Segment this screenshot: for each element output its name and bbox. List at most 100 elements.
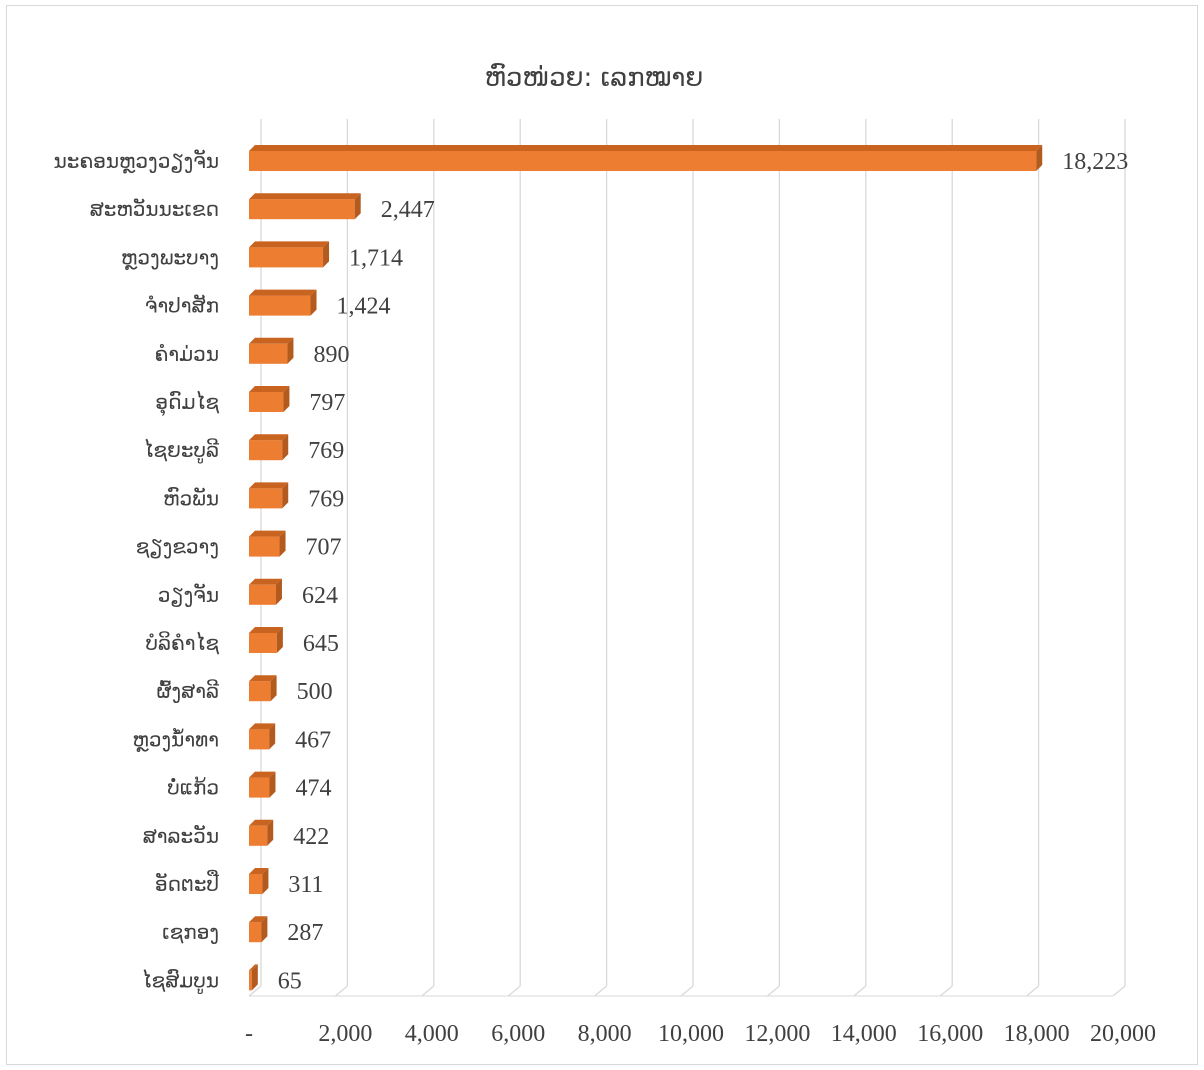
bar (249, 627, 283, 653)
value-label: 287 (287, 920, 323, 946)
x-tick-label: 20,000 (1090, 1021, 1156, 1047)
bar-top (249, 723, 276, 730)
bar-top (249, 482, 289, 489)
bar-top (249, 675, 277, 682)
category-label: ອັດຕະປື (155, 870, 219, 896)
bar-front (249, 777, 270, 798)
gridline-floor (853, 985, 867, 997)
bar-front (249, 343, 288, 364)
x-tick-label: 4,000 (405, 1021, 459, 1047)
bar-front (249, 729, 270, 750)
bar-top (249, 289, 317, 296)
bar-side (270, 675, 277, 702)
x-tick-label: 10,000 (658, 1021, 724, 1047)
bar-side (251, 964, 258, 991)
value-label: 645 (303, 631, 339, 657)
bar-side (276, 627, 283, 653)
value-label: 500 (297, 679, 333, 705)
category-label: ບໍລິຄຳໄຊ (145, 631, 219, 655)
value-labels: 18,223 2,447 1,714 1,424 890 797 769 769 707 624 6… (278, 149, 1128, 994)
bar-top (249, 819, 274, 826)
category-label: ຫຼວງນ້ຳທາ (132, 727, 219, 752)
x-tick-label: 6,000 (491, 1021, 545, 1047)
category-label: ຫົວພັນ (163, 486, 219, 510)
bar (249, 675, 277, 702)
bar-side (269, 723, 276, 750)
category-label: ຈຳປາສັກ (145, 294, 219, 318)
value-label: 65 (278, 968, 302, 994)
bar-top (249, 386, 290, 392)
bar-front (249, 633, 277, 653)
category-labels: ນະຄອນຫຼວງວຽງຈັນສະຫວັນນະເຂດຫຼວງພະບາງຈຳປາສ… (54, 149, 220, 994)
bar-side (269, 771, 276, 798)
value-label: 311 (288, 872, 323, 898)
bar (249, 386, 290, 412)
x-tick-label: 2,000 (318, 1021, 372, 1047)
category-label: ອຸດົມໄຊ (155, 390, 219, 416)
gridlines (248, 119, 1126, 997)
bar (249, 289, 317, 316)
bar (249, 241, 330, 268)
bar-top (249, 868, 269, 874)
x-tick-label: 12,000 (744, 1021, 810, 1047)
bar (249, 868, 269, 894)
bar-top (249, 627, 283, 633)
gridline-floor (507, 985, 521, 997)
bar-top (249, 145, 1043, 151)
bar-front (249, 392, 284, 412)
bar-front (249, 440, 283, 461)
bar-front (249, 488, 283, 509)
bar-side (354, 193, 361, 220)
bar (249, 337, 294, 364)
bar (249, 145, 1043, 171)
value-label: 474 (295, 776, 331, 802)
bar (249, 723, 276, 750)
value-label: 769 (308, 486, 344, 512)
value-label: 890 (313, 342, 349, 368)
bar (249, 193, 361, 220)
bar (249, 964, 258, 991)
value-label: 2,447 (381, 197, 435, 223)
x-tick-label: 16,000 (917, 1021, 983, 1047)
bar-side (282, 482, 289, 509)
bar-front (249, 247, 324, 268)
bar-top (249, 434, 289, 441)
bar-chart: ນະຄອນຫຼວງວຽງຈັນສະຫວັນນະເຂດຫຼວງພະບາງຈຳປາສ… (54, 62, 1156, 1047)
bar-front (249, 825, 268, 846)
category-label: ຫຼວງພະບາງ (121, 245, 219, 270)
gridline-floor (334, 985, 348, 997)
value-label: 624 (302, 583, 338, 609)
x-tick-label: 14,000 (831, 1021, 897, 1047)
bar-front (249, 584, 276, 605)
bar-side (287, 337, 294, 364)
x-tick-label: 18,000 (1004, 1021, 1070, 1047)
bar-side (262, 868, 269, 894)
bar-top (249, 337, 294, 344)
bar (249, 482, 289, 509)
bar-front (249, 536, 280, 557)
bar-side (1036, 145, 1043, 171)
gridline-floor (421, 985, 435, 997)
x-axis-tick-labels: - 2,000 4,000 6,000 8,000 10,000 12,000 14,000 1… (245, 1021, 1156, 1047)
bar-top (249, 530, 286, 537)
bar-side (279, 530, 286, 557)
bar-side (282, 434, 289, 461)
gridline-floor (939, 985, 953, 997)
value-label: 769 (308, 438, 344, 464)
value-label: 797 (309, 390, 345, 416)
bar-top (249, 241, 330, 248)
bar (249, 530, 286, 557)
bar-side (267, 819, 274, 846)
gridline-floor (1026, 985, 1040, 997)
bars (249, 145, 1043, 991)
category-label: ສະຫວັນນະເຂດ (90, 197, 219, 221)
gridline-floor (766, 985, 780, 997)
value-label: 422 (293, 824, 329, 850)
value-label: 18,223 (1062, 149, 1128, 175)
bar (249, 434, 289, 461)
category-label: ຜົ້ງສາລີ (157, 679, 219, 703)
bar-top (249, 193, 361, 200)
value-label: 1,424 (337, 294, 391, 320)
gridline-floor (594, 985, 608, 997)
value-label: 1,714 (349, 245, 403, 271)
